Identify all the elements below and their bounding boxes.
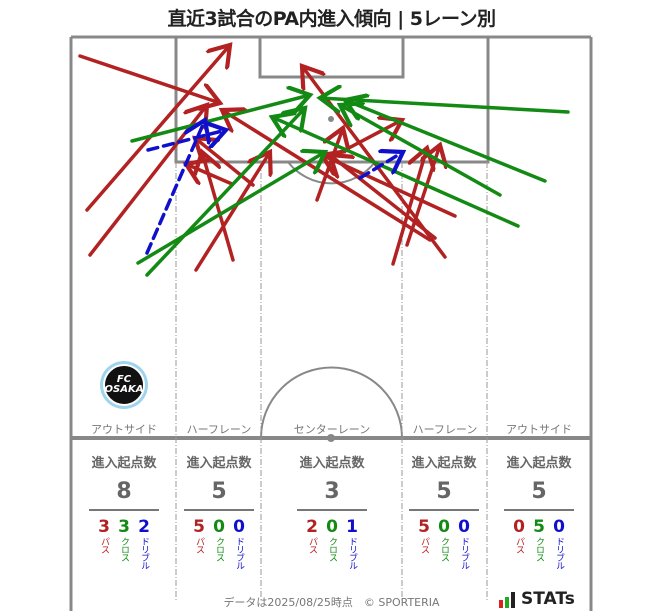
dribble-count: 0 [553, 517, 565, 537]
dribble-label: ドリブル [234, 537, 244, 569]
pass-label: パス [194, 537, 204, 553]
stats-brand-logo: STATs [499, 590, 575, 608]
pass-label: パス [419, 537, 429, 553]
stat-divider [297, 509, 367, 511]
dribble-arrow [146, 130, 226, 152]
stat-divider [89, 509, 159, 511]
pass-count: 2 [306, 517, 318, 537]
chart-title: 直近3試合のPA内進入傾向 | 5レーン別 [167, 8, 496, 30]
lane-dividers [175, 162, 488, 600]
pass-label: パス [514, 537, 524, 553]
stat-header: 進入起点数 [411, 456, 477, 471]
pass-label: パス [99, 537, 109, 553]
lane-stats-left-outside: 進入起点数 8 3 パス 3 クロス 2 ドリブル [76, 452, 172, 569]
cross-count: 0 [438, 517, 450, 537]
dribble-arrow [145, 120, 205, 255]
dribble-count: 0 [458, 517, 470, 537]
club-logo-text: FC OSAKA [103, 364, 145, 406]
cross-count: 0 [326, 517, 338, 537]
cross-label: クロス [327, 537, 337, 561]
stat-header: 進入起点数 [186, 456, 252, 471]
cross-arrow [340, 105, 502, 197]
logo-bar-black-icon [511, 592, 515, 608]
dribble-label: ドリブル [459, 537, 469, 569]
lane-label-center: センターレーン [293, 423, 371, 436]
stat-total: 5 [211, 479, 227, 504]
logo-bar-green-icon [505, 597, 509, 608]
lane-label-left-outside: アウトサイド [91, 423, 157, 436]
centre-circle [260, 366, 403, 439]
pass-label: パス [307, 537, 317, 553]
lane-label-right-halfspace: ハーフレーン [412, 423, 478, 436]
pass-count: 5 [193, 517, 205, 537]
cross-arrow [136, 152, 325, 265]
penalty-spot [328, 116, 334, 122]
pass-arrow [343, 120, 402, 152]
cross-count: 3 [118, 517, 130, 537]
cross-arrow [345, 100, 547, 183]
pass-arrow [194, 152, 270, 272]
centre-spot [327, 434, 335, 442]
dribble-label: ドリブル [139, 537, 149, 569]
cross-label: クロス [534, 537, 544, 561]
club-logo: FC OSAKA [100, 361, 148, 409]
cross-label: クロス [214, 537, 224, 561]
cross-arrow [145, 108, 305, 277]
stat-divider [409, 509, 479, 511]
lane-stats-right-outside: 進入起点数 5 0 パス 5 クロス 0 ドリブル [491, 452, 587, 569]
pass-arrow [85, 45, 230, 212]
stat-divider [184, 509, 254, 511]
stat-header: 進入起点数 [506, 456, 572, 471]
lane-stats-right-halfspace: 進入起点数 5 5 パス 0 クロス 0 ドリブル [403, 452, 485, 569]
pass-count: 5 [418, 517, 430, 537]
dribble-label: ドリブル [347, 537, 357, 569]
pass-arrow [330, 155, 437, 240]
stat-header: 進入起点数 [299, 456, 365, 471]
pass-arrow [202, 152, 235, 262]
cross-arrow [272, 117, 520, 228]
cross-arrow [130, 95, 310, 143]
stat-divider [504, 509, 574, 511]
lane-label-right-outside: アウトサイド [506, 423, 572, 436]
pass-count: 0 [513, 517, 525, 537]
lane-stats-left-halfspace: 進入起点数 5 5 パス 0 クロス 0 ドリブル [178, 452, 260, 569]
stat-header: 進入起点数 [91, 456, 157, 471]
pass-arrow [78, 54, 220, 103]
dribble-count: 1 [346, 517, 358, 537]
logo-bar-red-icon [499, 600, 503, 608]
data-timestamp-note: データは2025/08/25時点 © SPORTERIA [223, 596, 440, 609]
dribble-count: 0 [233, 517, 245, 537]
pass-arrow [391, 148, 427, 266]
cross-count: 5 [533, 517, 545, 537]
stat-total: 5 [531, 479, 547, 504]
brand-name: STATs [521, 589, 575, 609]
stat-total: 8 [116, 479, 132, 504]
lane-label-left-halfspace: ハーフレーン [186, 423, 252, 436]
stat-total: 3 [324, 479, 340, 504]
pass-arrow [405, 145, 440, 247]
pass-arrow [186, 164, 234, 186]
cross-label: クロス [119, 537, 129, 561]
stat-total: 5 [436, 479, 452, 504]
cross-count: 0 [213, 517, 225, 537]
cross-label: クロス [439, 537, 449, 561]
pass-count: 3 [98, 517, 110, 537]
penalty-arc [287, 161, 376, 185]
entry-arrows [78, 45, 570, 277]
lane-stats-center: 進入起点数 3 2 パス 0 クロス 1 ドリブル [262, 452, 402, 569]
dribble-arrow [358, 152, 403, 180]
dribble-count: 2 [138, 517, 150, 537]
dribble-label: ドリブル [554, 537, 564, 569]
